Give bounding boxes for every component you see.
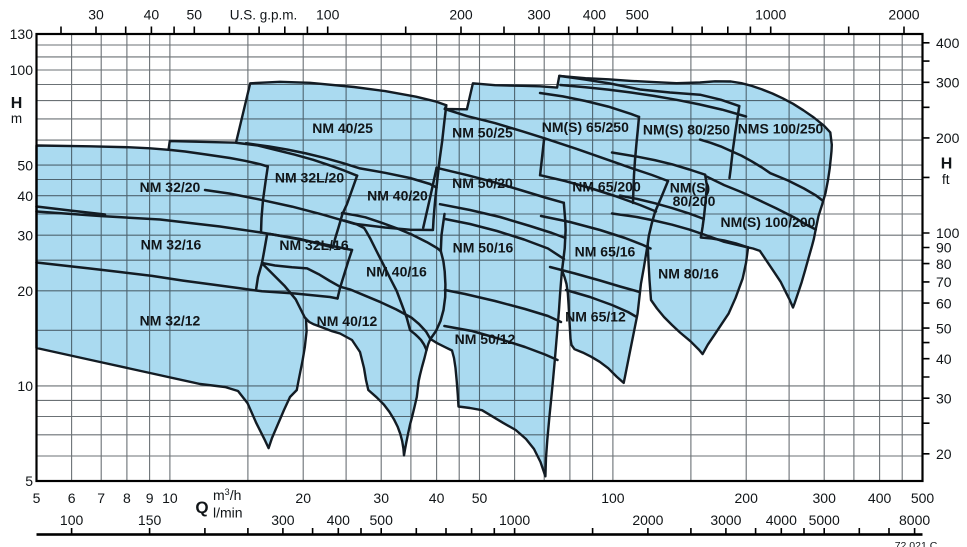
svg-text:90: 90 <box>936 240 952 256</box>
svg-text:NM(S) 80/250: NM(S) 80/250 <box>643 121 730 137</box>
svg-text:5: 5 <box>33 490 41 506</box>
svg-text:NM 32L/16: NM 32L/16 <box>279 237 348 253</box>
svg-text:40: 40 <box>144 7 160 23</box>
svg-text:40: 40 <box>936 351 952 367</box>
svg-text:NM(S) 65/250: NM(S) 65/250 <box>542 119 629 135</box>
svg-text:NM 32L/20: NM 32L/20 <box>275 170 344 186</box>
svg-text:NM 40/16: NM 40/16 <box>366 264 427 280</box>
svg-text:200: 200 <box>936 130 960 146</box>
svg-text:NM 50/25: NM 50/25 <box>452 124 513 140</box>
svg-text:500: 500 <box>626 7 650 23</box>
svg-text:30: 30 <box>373 490 389 506</box>
svg-text:100: 100 <box>601 490 625 506</box>
svg-text:60: 60 <box>936 295 952 311</box>
svg-text:50: 50 <box>936 320 952 336</box>
svg-text:100: 100 <box>936 225 960 241</box>
svg-text:80/200: 80/200 <box>673 193 716 209</box>
svg-text:72.021 C: 72.021 C <box>895 540 938 547</box>
svg-text:400: 400 <box>936 35 960 51</box>
svg-text:300: 300 <box>813 490 837 506</box>
svg-text:70: 70 <box>936 274 952 290</box>
svg-text:NM 40/12: NM 40/12 <box>317 313 378 329</box>
svg-text:10: 10 <box>17 378 33 394</box>
svg-text:NMS 100/250: NMS 100/250 <box>738 121 824 137</box>
svg-text:100: 100 <box>10 62 34 78</box>
svg-text:U.S. g.p.m.: U.S. g.p.m. <box>230 8 298 23</box>
svg-text:NM 50/16: NM 50/16 <box>453 240 514 256</box>
svg-text:100: 100 <box>60 512 84 528</box>
svg-text:30: 30 <box>17 227 33 243</box>
svg-text:m: m <box>11 111 22 126</box>
svg-text:50: 50 <box>187 7 203 23</box>
svg-text:300: 300 <box>271 512 295 528</box>
svg-text:NM 80/16: NM 80/16 <box>658 265 719 281</box>
svg-text:8000: 8000 <box>899 512 930 528</box>
svg-text:5000: 5000 <box>809 512 840 528</box>
svg-text:80: 80 <box>936 256 952 272</box>
svg-text:NM 40/20: NM 40/20 <box>367 188 428 204</box>
svg-text:10: 10 <box>162 490 178 506</box>
svg-text:NM 50/12: NM 50/12 <box>455 331 516 347</box>
svg-text:3000: 3000 <box>710 512 741 528</box>
svg-text:150: 150 <box>138 512 162 528</box>
svg-text:200: 200 <box>735 490 759 506</box>
svg-text:100: 100 <box>316 7 340 23</box>
svg-text:30: 30 <box>88 7 104 23</box>
svg-text:NM 32/12: NM 32/12 <box>140 313 201 329</box>
svg-text:NM 65/12: NM 65/12 <box>565 309 626 325</box>
svg-text:400: 400 <box>327 512 351 528</box>
svg-text:40: 40 <box>17 188 33 204</box>
svg-text:NM(S) 100/200: NM(S) 100/200 <box>721 214 816 230</box>
svg-text:ft: ft <box>942 172 950 187</box>
svg-text:300: 300 <box>936 75 960 91</box>
svg-text:4000: 4000 <box>766 512 797 528</box>
svg-text:400: 400 <box>868 490 892 506</box>
svg-text:9: 9 <box>146 490 154 506</box>
svg-text:H: H <box>11 95 23 112</box>
svg-text:50: 50 <box>472 490 488 506</box>
svg-text:50: 50 <box>17 157 33 173</box>
svg-text:2000: 2000 <box>888 7 919 23</box>
svg-text:1000: 1000 <box>499 512 530 528</box>
svg-text:NM 50/20: NM 50/20 <box>452 175 513 191</box>
svg-text:40: 40 <box>429 490 445 506</box>
svg-text:Q: Q <box>195 498 208 517</box>
svg-text:7: 7 <box>97 490 105 506</box>
svg-text:8: 8 <box>123 490 131 506</box>
svg-text:1000: 1000 <box>755 7 786 23</box>
svg-text:NM 40/25: NM 40/25 <box>312 120 373 136</box>
svg-text:m3/h: m3/h <box>213 487 241 503</box>
svg-text:130: 130 <box>10 26 34 42</box>
svg-text:500: 500 <box>370 512 394 528</box>
svg-text:H: H <box>941 156 953 173</box>
svg-text:200: 200 <box>449 7 473 23</box>
svg-text:NM(S): NM(S) <box>670 180 710 196</box>
svg-text:20: 20 <box>936 446 952 462</box>
svg-text:20: 20 <box>17 283 33 299</box>
svg-text:30: 30 <box>936 390 952 406</box>
svg-text:20: 20 <box>295 490 311 506</box>
svg-text:NM 65/200: NM 65/200 <box>572 179 641 195</box>
svg-text:NM 65/16: NM 65/16 <box>575 244 636 260</box>
svg-text:2000: 2000 <box>632 512 663 528</box>
svg-text:5: 5 <box>25 473 33 489</box>
svg-text:l/min: l/min <box>213 505 243 521</box>
svg-text:NM 32/16: NM 32/16 <box>141 237 202 253</box>
svg-text:6: 6 <box>68 490 76 506</box>
svg-text:300: 300 <box>527 7 551 23</box>
svg-text:NM 32/20: NM 32/20 <box>140 179 201 195</box>
svg-text:500: 500 <box>911 490 935 506</box>
svg-text:400: 400 <box>583 7 607 23</box>
